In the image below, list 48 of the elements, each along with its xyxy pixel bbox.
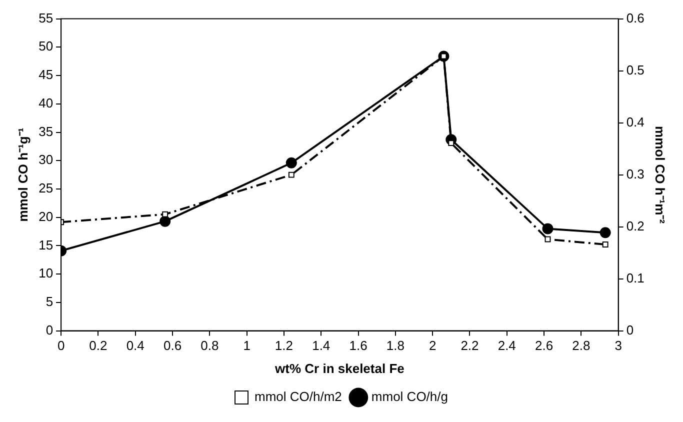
point	[544, 236, 551, 242]
x-axis-title: wt% Cr in skeletal Fe	[274, 360, 404, 376]
y-tick-label: 20	[38, 208, 54, 224]
y-tick-label: 15	[38, 237, 54, 252]
point	[160, 216, 171, 227]
y2-tick-label: 0.5	[626, 62, 644, 78]
y-axis-title: mmol CO h⁻¹g⁻¹	[15, 128, 30, 222]
x-tick-label: 2.2	[460, 338, 479, 354]
x-tick-label: 2.6	[534, 338, 554, 354]
point	[162, 211, 168, 218]
legend-label: mmol CO/h/m2	[254, 389, 342, 404]
x-tick-label: 0.4	[126, 338, 144, 354]
y-tick-label: 10	[38, 266, 54, 281]
y-tick-label: 0	[46, 322, 54, 338]
y-tick-label: 55	[38, 10, 54, 26]
x-tick-label: 0.2	[89, 338, 108, 354]
y-tick-label: 30	[38, 152, 54, 168]
point	[288, 172, 294, 178]
y-tick-label: 50	[38, 38, 54, 54]
x-tick-label: 1.2	[274, 338, 294, 354]
y2-tick-label: 0.2	[626, 218, 644, 234]
y2-axis-title: mmol CO h⁻¹m⁻²	[652, 126, 668, 224]
x-tick-label: 1.4	[312, 338, 330, 354]
y2-tick-label: 0	[626, 322, 634, 338]
x-tick-label: 1	[243, 338, 250, 354]
y2-tick-label: 0.3	[626, 166, 644, 182]
y-tick-label: 5	[46, 294, 54, 310]
x-tick-label: 0	[57, 338, 65, 354]
legend-label: mmol CO/h/g	[371, 389, 448, 404]
y2-tick-label: 0.4	[626, 114, 644, 130]
y2-tick-label: 0.1	[626, 270, 644, 286]
y-tick-label: 40	[38, 95, 54, 110]
y-tick-label: 25	[38, 180, 54, 196]
point	[600, 227, 611, 238]
point	[542, 223, 554, 234]
point	[286, 157, 297, 168]
x-tick-label: 2	[428, 338, 436, 354]
y2-tick-label: 0.6	[626, 10, 644, 26]
x-tick-label: 3	[614, 338, 622, 354]
point	[602, 242, 608, 248]
x-tick-label: 1.8	[386, 338, 404, 354]
y-tick-label: 35	[38, 124, 54, 139]
x-tick-label: 0.6	[163, 338, 182, 354]
x-tick-label: 1.6	[349, 338, 368, 354]
x-tick-label: 0.8	[200, 338, 219, 354]
x-tick-label: 2.8	[572, 338, 590, 354]
y-tick-label: 45	[38, 67, 54, 82]
x-tick-label: 2.4	[498, 338, 516, 354]
